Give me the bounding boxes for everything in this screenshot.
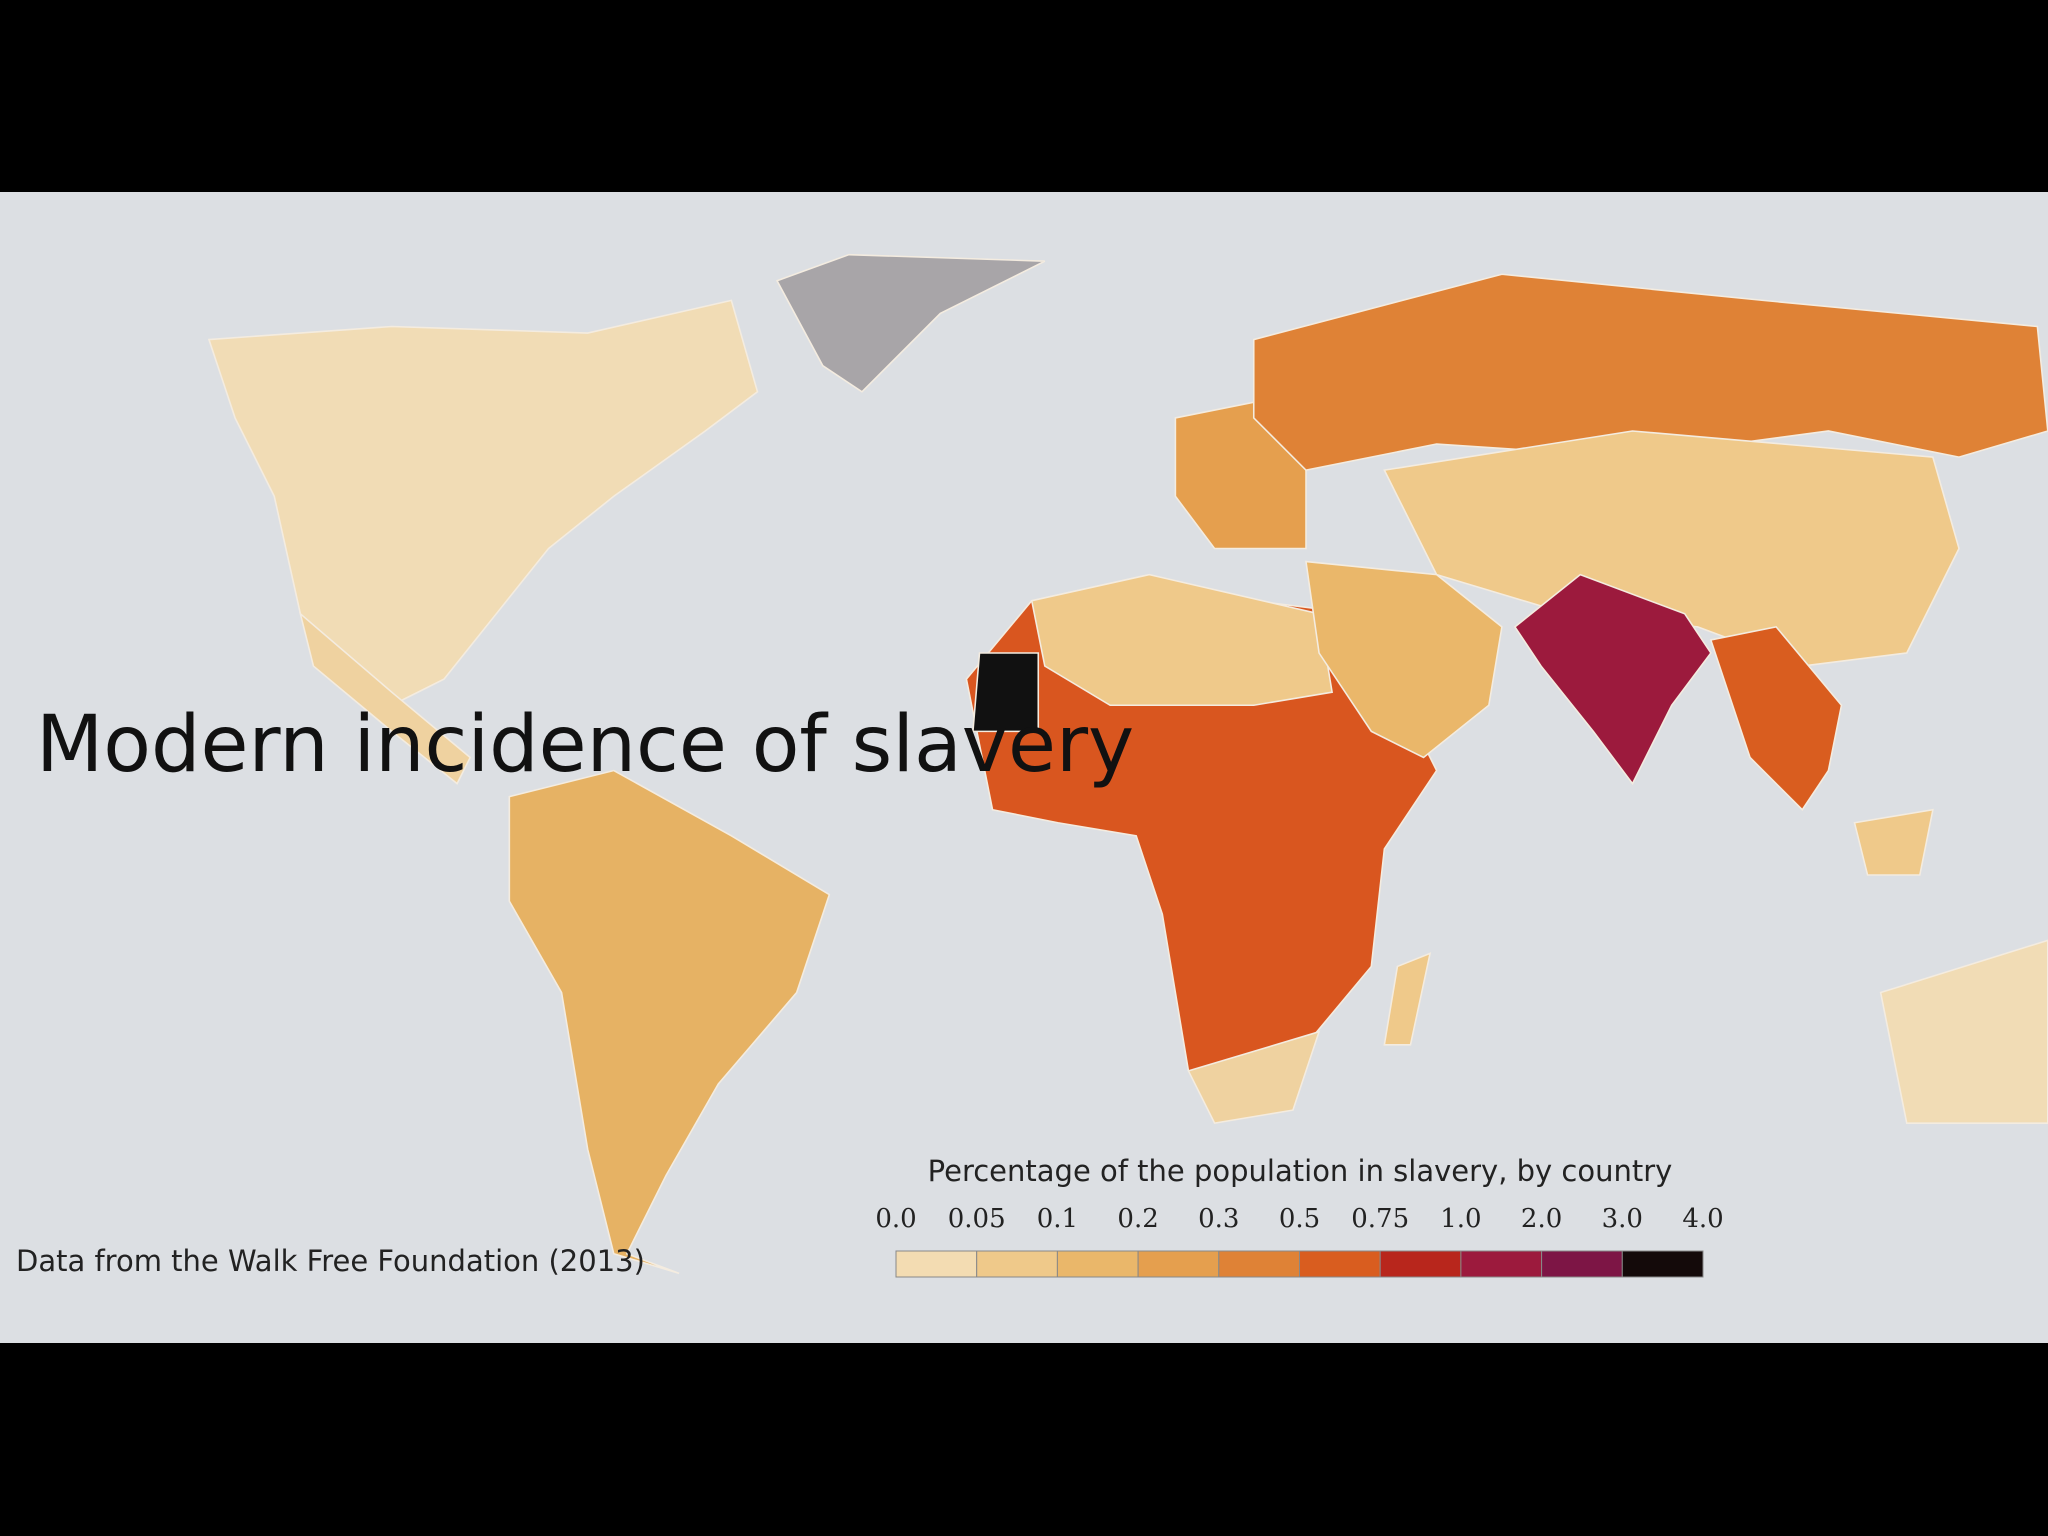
- australia: [1879, 939, 2048, 1124]
- legend-swatch: [1541, 1250, 1623, 1278]
- legend-tick-label: 0.75: [1351, 1204, 1410, 1234]
- legend-tick-label: 3.0: [1601, 1204, 1643, 1234]
- legend-title: Percentage of the population in slavery,…: [927, 1154, 1673, 1188]
- legend-swatch: [1056, 1250, 1139, 1278]
- legend-swatch: [1460, 1250, 1543, 1278]
- madagascar: [1383, 952, 1432, 1046]
- legend-swatch: [895, 1250, 978, 1278]
- southern-africa: [1187, 1030, 1321, 1125]
- south-america: [508, 769, 831, 1275]
- legend-swatch: [1379, 1250, 1462, 1278]
- mauritania: [972, 652, 1040, 733]
- legend-tick-label: 0.05: [947, 1204, 1006, 1234]
- legend-bar: [895, 1250, 1704, 1278]
- north-africa: [1030, 573, 1334, 707]
- middle-east: [1305, 560, 1503, 759]
- legend-tick-label: 2.0: [1520, 1204, 1563, 1234]
- source-note: Data from the Walk Free Foundation (2013…: [16, 1244, 645, 1278]
- legend-tick-label: 0.5: [1278, 1204, 1321, 1234]
- legend-tick-label: 1.0: [1440, 1204, 1482, 1234]
- legend-tick-label: 0.1: [1036, 1204, 1079, 1234]
- indonesia: [1853, 808, 1934, 876]
- southeast-asia: [1709, 626, 1843, 811]
- asia: [1383, 430, 1960, 667]
- legend-tick-label: 0.2: [1117, 1204, 1159, 1234]
- india: [1513, 573, 1712, 786]
- legend-swatch: [1218, 1250, 1301, 1278]
- legend-tick-label: 4.0: [1682, 1204, 1724, 1234]
- title: Modern incidence of slavery: [36, 700, 1135, 790]
- legend-tick-label: 0.0: [875, 1204, 917, 1234]
- legend-tick-label: 0.3: [1198, 1204, 1240, 1234]
- legend-swatch: [976, 1250, 1058, 1278]
- greenland: [775, 253, 1046, 393]
- legend-swatch: [1137, 1250, 1220, 1278]
- legend-swatch: [1299, 1250, 1381, 1278]
- russia: [1252, 273, 2048, 472]
- central-america: [299, 611, 472, 785]
- north-america: [207, 299, 759, 707]
- legend-swatch: [1621, 1250, 1704, 1278]
